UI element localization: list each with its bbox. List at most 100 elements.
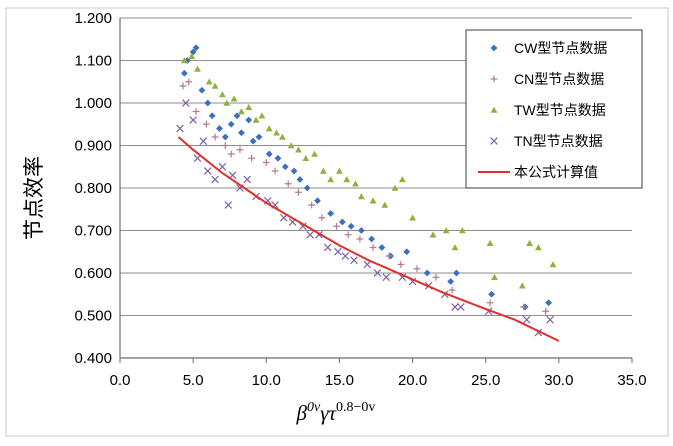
data-point-triangle [486,239,494,246]
data-point-triangle [491,273,498,280]
data-point-x [306,230,314,239]
data-point-plus [211,133,219,141]
data-point-triangle [369,197,377,204]
data-point-triangle [336,167,343,174]
data-point-plus [192,108,200,115]
data-point-plus [318,214,326,222]
x-axis-label: β0vγτ0.8−0v [296,400,376,425]
x-tick-label: 10.0 [252,372,281,389]
data-point-triangle [311,150,318,157]
legend-label: TW型节点数据 [514,102,606,118]
plot-area [176,44,557,337]
data-point-triangle [287,142,295,149]
data-point-plus [520,303,528,311]
axes [119,18,633,363]
data-point-plus [221,142,229,149]
data-point-diamond [378,244,386,251]
data-point-diamond [447,278,455,285]
x-tick-label: 25.0 [471,372,500,389]
data-point-triangle [295,146,302,153]
data-point-triangle [429,231,437,238]
data-point-triangle [451,244,459,251]
data-point-x [373,269,382,277]
data-point-plus [227,150,235,158]
formula-curve [177,136,560,342]
data-point-diamond [274,154,282,162]
data-point-triangle [518,282,526,289]
data-point-plus [542,307,550,315]
data-point-diamond [245,116,253,124]
data-point-plus [486,299,494,307]
data-point-triangle [194,65,201,72]
data-point-x [522,315,531,324]
data-point-triangle [258,112,266,119]
series-plus [179,78,550,315]
data-point-plus [179,82,187,90]
formula-line [177,136,560,342]
x-tick-label: 15.0 [325,372,354,389]
legend-label: 本公式计算值 [514,164,598,180]
data-point-x [457,303,465,311]
data-point-triangle [223,99,231,106]
data-point-diamond [488,290,495,298]
y-tick-label: 0.600 [74,265,112,282]
x-tick-label: 0.0 [110,372,131,389]
data-point-diamond [403,248,411,256]
data-point-triangle [357,193,365,200]
y-tick-label: 1.100 [74,53,112,70]
data-point-diamond [368,235,376,243]
data-point-diamond [296,176,304,183]
data-point-diamond [265,150,273,158]
x-tick-label: 5.0 [183,372,204,389]
data-point-triangle [526,239,533,246]
data-point-diamond [180,69,188,77]
data-point-triangle [381,201,389,208]
data-point-x [363,260,372,269]
data-point-diamond [233,112,241,120]
data-point-diamond [347,222,355,230]
x-label-tau-sup: 0.8−0v [336,400,375,415]
x-tick-label: 30.0 [544,372,573,389]
legend-box [465,29,643,189]
data-point-x [203,167,212,175]
data-point-x [182,99,190,107]
data-point-x [350,256,358,265]
data-point-diamond [303,184,311,192]
data-point-diamond [338,218,346,226]
data-point-x [224,201,233,209]
data-point-triangle [458,227,466,234]
data-point-triangle [245,103,253,110]
data-point-triangle [219,91,226,98]
data-point-plus [295,188,302,196]
x-label-gamma-tau: γτ [320,401,337,425]
data-point-triangle [265,125,273,132]
data-point-x [323,243,332,252]
data-point-plus [202,120,210,128]
data-point-x [218,162,227,171]
x-tick-labels: 0.0 5.0 10.0 15.0 20.0 25.0 30.0 35.0 [110,372,647,389]
data-point-plus [271,167,279,175]
data-point-diamond [249,137,257,145]
data-point-plus [448,286,456,294]
data-point-diamond [227,120,235,128]
x-tick-label: 35.0 [617,372,646,389]
y-tick-label: 1.200 [74,10,112,27]
data-point-diamond [357,227,365,234]
data-point-x [341,252,350,260]
data-point-diamond [423,269,431,277]
legend-label: TN型节点数据 [514,133,603,149]
data-point-triangle [278,133,286,140]
legend-marker-plus [490,75,498,83]
data-point-x [451,303,459,311]
legend-marker-triangle [490,106,498,113]
data-point-triangle [442,227,450,234]
data-point-plus [262,159,270,166]
data-point-diamond [221,133,229,141]
data-point-triangle [327,176,335,183]
data-point-diamond [216,125,223,132]
data-point-triangle [352,180,359,187]
y-tick-label: 0.500 [74,308,112,325]
data-point-plus [356,235,364,243]
legend-marker-x [490,137,498,145]
data-point-plus [344,231,352,239]
